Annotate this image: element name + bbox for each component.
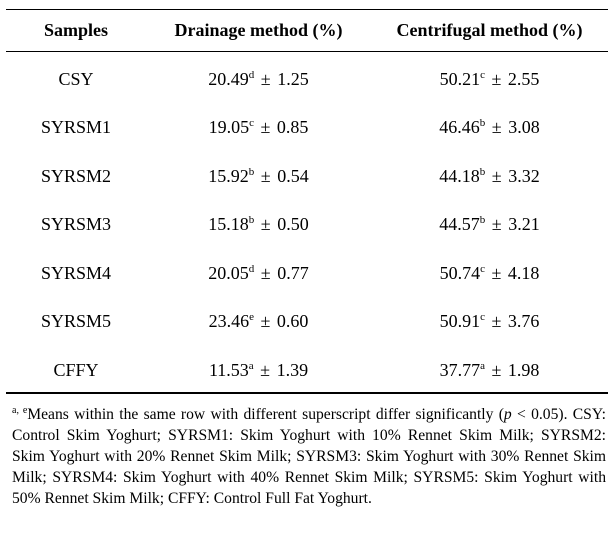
centrifugal-cell: 46.46b ± 3.08 — [371, 104, 608, 153]
significance-superscript: b — [479, 117, 486, 130]
standard-deviation: 4.18 — [507, 262, 540, 283]
centrifugal-cell: 50.74c ± 4.18 — [371, 249, 608, 298]
drainage-cell: 20.05d ± 0.77 — [146, 249, 371, 298]
plus-minus-symbol: ± — [260, 262, 271, 283]
footnote-p-symbol: p — [503, 406, 512, 423]
standard-deviation: 2.55 — [507, 68, 540, 89]
standard-deviation: 3.32 — [508, 165, 540, 186]
mean-value: 23.46 — [208, 311, 250, 332]
centrifugal-cell: 50.21c ± 2.55 — [371, 51, 608, 104]
header-centrifugal-method: Centrifugal method (%) — [396, 20, 583, 40]
standard-deviation: 0.50 — [277, 214, 309, 235]
standard-deviation: 3.76 — [507, 311, 540, 332]
significance-superscript: b — [248, 214, 255, 227]
drainage-cell: 23.46e ± 0.60 — [146, 298, 371, 347]
significance-superscript: b — [248, 165, 255, 178]
footnote-text-1: Means within the same row with different… — [27, 406, 504, 423]
standard-deviation: 3.08 — [508, 117, 540, 138]
standard-deviation: 1.39 — [276, 359, 309, 380]
significance-superscript: a — [480, 359, 485, 372]
table-row: SYRSM1 19.05c ± 0.85 46.46b ± 3.08 — [6, 104, 608, 153]
standard-deviation: 0.77 — [277, 262, 309, 283]
significance-superscript: c — [249, 117, 254, 130]
mean-value: 50.74 — [439, 262, 481, 283]
plus-minus-symbol: ± — [260, 214, 271, 235]
mean-value: 20.49 — [208, 68, 249, 89]
table-row: CFFY 11.53a ± 1.39 37.77a ± 1.98 — [6, 346, 608, 395]
drainage-cell: 19.05c ± 0.85 — [146, 104, 371, 153]
significance-superscript: b — [479, 165, 486, 178]
sample-cell: CFFY — [53, 359, 99, 380]
mean-value: 37.77 — [439, 359, 481, 380]
standard-deviation: 0.60 — [276, 311, 309, 332]
significance-superscript: b — [479, 214, 486, 227]
drainage-cell: 15.18b ± 0.50 — [146, 201, 371, 250]
significance-superscript: c — [480, 262, 485, 275]
sample-cell: SYRSM4 — [40, 262, 112, 283]
sample-cell: SYRSM5 — [40, 311, 112, 332]
plus-minus-symbol: ± — [260, 311, 271, 332]
plus-minus-symbol: ± — [260, 68, 271, 89]
plus-minus-symbol: ± — [491, 311, 502, 332]
standard-deviation: 1.25 — [277, 68, 309, 89]
mean-value: 19.05 — [208, 117, 250, 138]
table-row: SYRSM5 23.46e ± 0.60 50.91c ± 3.76 — [6, 298, 608, 347]
mean-value: 11.53 — [208, 359, 249, 380]
mean-value: 50.91 — [439, 311, 481, 332]
plus-minus-symbol: ± — [260, 165, 271, 186]
sample-cell: CSY — [58, 68, 94, 89]
mean-value: 20.05 — [208, 262, 249, 283]
centrifugal-cell: 44.57b ± 3.21 — [371, 201, 608, 250]
plus-minus-symbol: ± — [260, 117, 271, 138]
mean-value: 44.57 — [439, 214, 480, 235]
significance-superscript: d — [248, 262, 255, 275]
table-footnote: a, eMeans within the same row with diffe… — [12, 404, 606, 509]
mean-value: 44.18 — [439, 165, 480, 186]
sample-cell: SYRSM2 — [40, 165, 112, 186]
table-row: CSY 20.49d ± 1.25 50.21c ± 2.55 — [6, 51, 608, 104]
header-row: Samples Drainage method (%) Centrifugal … — [6, 10, 608, 51]
mean-value: 50.21 — [439, 68, 481, 89]
centrifugal-cell: 44.18b ± 3.32 — [371, 152, 608, 201]
table-row: SYRSM2 15.92b ± 0.54 44.18b ± 3.32 — [6, 152, 608, 201]
sample-cell: SYRSM1 — [40, 117, 112, 138]
standard-deviation: 3.21 — [508, 214, 540, 235]
drainage-cell: 20.49d ± 1.25 — [146, 51, 371, 104]
plus-minus-symbol: ± — [491, 117, 502, 138]
significance-superscript: a — [248, 359, 254, 372]
table-header-rule — [6, 51, 608, 52]
significance-superscript: d — [248, 68, 255, 81]
header-samples: Samples — [43, 20, 108, 40]
standard-deviation: 0.85 — [276, 117, 309, 138]
significance-superscript: e — [249, 311, 254, 324]
significance-superscript: c — [480, 311, 485, 324]
header-drainage-method: Drainage method (%) — [174, 20, 343, 40]
centrifugal-cell: 37.77a ± 1.98 — [371, 346, 608, 395]
centrifugal-cell: 50.91c ± 3.76 — [371, 298, 608, 347]
plus-minus-symbol: ± — [491, 359, 502, 380]
footnote-text-2: < 0.05). CSY: Control Skim Yoghurt; SYRS… — [12, 406, 606, 507]
table-body: CSY 20.49d ± 1.25 50.21c ± 2.55 SYRSM1 19.05… — [6, 51, 608, 395]
significance-superscript: c — [480, 68, 485, 81]
plus-minus-symbol: ± — [491, 262, 502, 283]
table-bottom-rule — [6, 392, 608, 394]
plus-minus-symbol: ± — [491, 165, 502, 186]
plus-minus-symbol: ± — [491, 68, 502, 89]
mean-value: 15.92 — [208, 165, 249, 186]
sample-cell: SYRSM3 — [40, 214, 112, 235]
mean-value: 15.18 — [208, 214, 249, 235]
standard-deviation: 1.98 — [507, 359, 540, 380]
drainage-cell: 15.92b ± 0.54 — [146, 152, 371, 201]
table-row: SYRSM4 20.05d ± 0.77 50.74c ± 4.18 — [6, 249, 608, 298]
drainage-cell: 11.53a ± 1.39 — [146, 346, 371, 395]
plus-minus-symbol: ± — [491, 214, 502, 235]
data-table: Samples Drainage method (%) Centrifugal … — [6, 10, 608, 395]
standard-deviation: 0.54 — [277, 165, 309, 186]
footnote-superscript: a, e — [12, 405, 28, 416]
mean-value: 46.46 — [439, 117, 480, 138]
table-row: SYRSM3 15.18b ± 0.50 44.57b ± 3.21 — [6, 201, 608, 250]
table-top-rule — [6, 9, 608, 10]
plus-minus-symbol: ± — [260, 359, 271, 380]
